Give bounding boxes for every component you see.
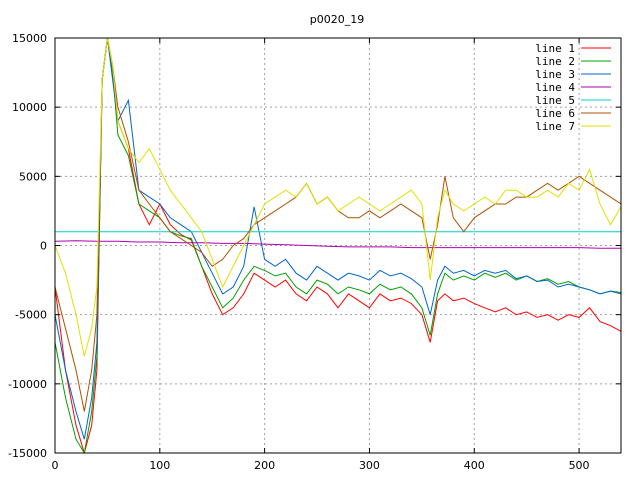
x-tick-label: 400 — [464, 459, 485, 472]
series-line-3 — [55, 38, 621, 440]
x-tick-label: 200 — [254, 459, 275, 472]
series-line-7 — [55, 38, 621, 357]
plot-area — [55, 38, 621, 453]
chart-title: p0020_19 — [310, 13, 364, 26]
grid-lines — [55, 38, 621, 453]
legend-label-7: line 7 — [535, 120, 575, 133]
x-tick-label: 500 — [569, 459, 590, 472]
legend-label-1: line 1 — [535, 42, 575, 55]
y-tick-label: -10000 — [8, 378, 47, 391]
legend-label-2: line 2 — [535, 55, 575, 68]
axes: 0 100 200 300 400 500 -15000 -10000 -5000 0 5000 10… — [8, 32, 622, 472]
x-tick-label: 0 — [52, 459, 59, 472]
series-line-4 — [55, 240, 621, 249]
legend-label-5: line 5 — [535, 94, 575, 107]
y-tick-label: -15000 — [8, 447, 47, 460]
y-tick-label: 5000 — [19, 170, 47, 183]
y-tick-label: -5000 — [15, 309, 47, 322]
y-tick-label: 15000 — [12, 32, 47, 45]
y-tick-label: 10000 — [12, 101, 47, 114]
x-tick-label: 300 — [359, 459, 380, 472]
legend-label-4: line 4 — [535, 81, 575, 94]
legend-label-3: line 3 — [535, 68, 575, 81]
legend-label-6: line 6 — [535, 107, 575, 120]
x-tick-label: 100 — [149, 459, 170, 472]
y-tick-label: 0 — [40, 240, 47, 253]
series-line-2 — [55, 38, 621, 453]
